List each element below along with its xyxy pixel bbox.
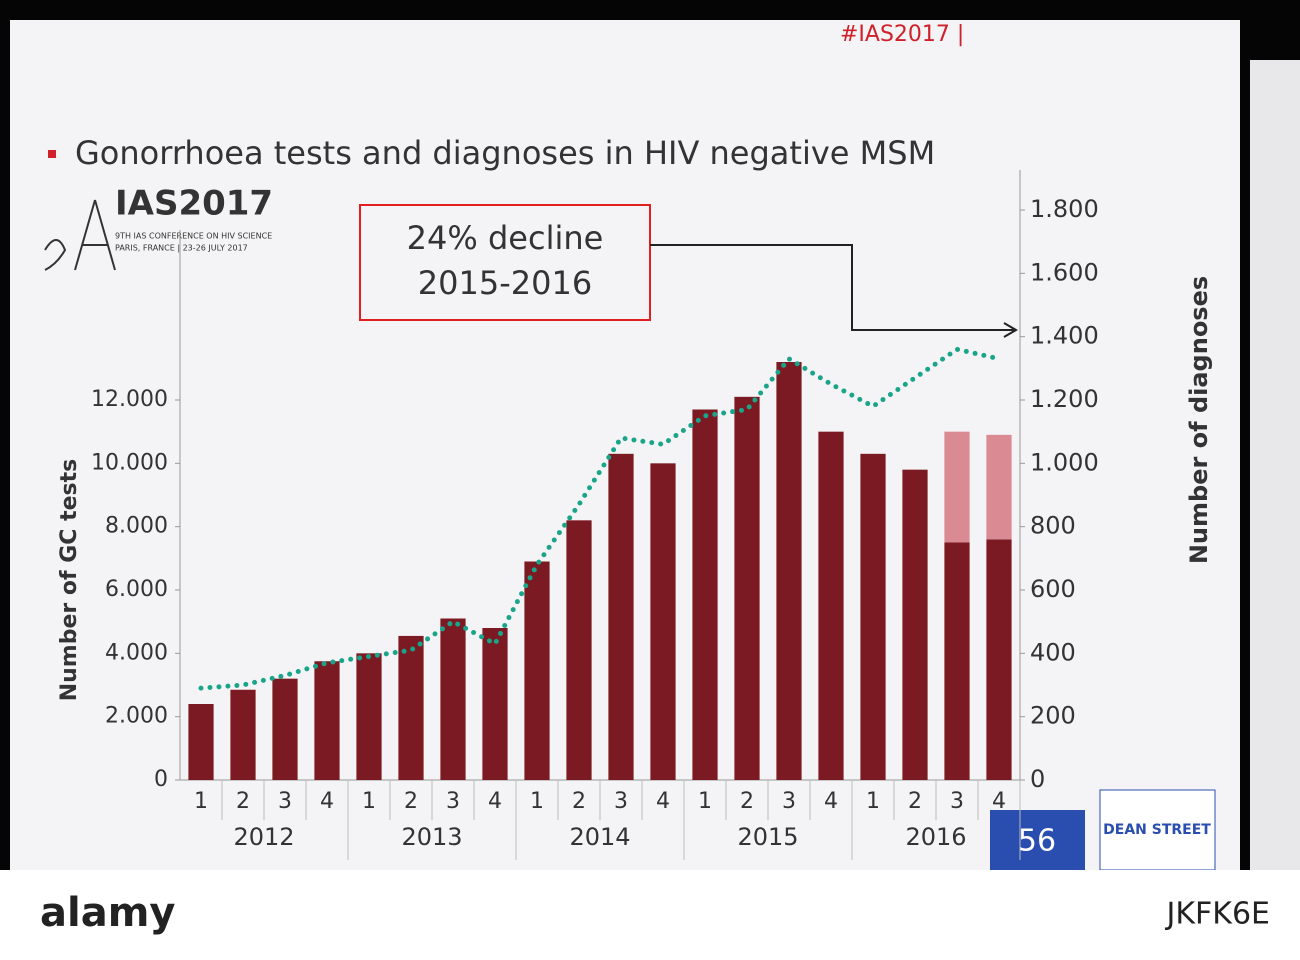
bar [902, 469, 928, 780]
bar [776, 362, 802, 780]
y2-axis-label: Number of diagnoses [1185, 276, 1213, 564]
footer [0, 870, 1300, 960]
sponsor-name: DEAN STREET [1103, 822, 1211, 838]
bar [734, 396, 760, 780]
y2-tick-label: 600 [1030, 575, 1076, 603]
y-tick-label: 6.000 [105, 577, 168, 602]
y2-tick-label: 0 [1030, 765, 1045, 793]
y2-tick-label: 1.600 [1030, 258, 1099, 286]
x-tick-label: 4 [488, 789, 502, 814]
x-tick-label: 3 [950, 789, 964, 814]
annotation: 24% decline [407, 219, 604, 257]
sponsor-number: 56 [1018, 824, 1056, 859]
y-tick-label: 10.000 [91, 450, 168, 475]
bar [272, 678, 298, 780]
conference: 9TH IAS CONFERENCE ON HIV SCIENCE [115, 232, 272, 241]
year-label: 2013 [401, 823, 462, 851]
x-tick-label: 1 [698, 789, 712, 814]
bar [860, 453, 886, 780]
annotation-box [359, 204, 651, 321]
x-tick-label: 1 [530, 789, 544, 814]
bar [566, 520, 592, 780]
sponsor-logo [990, 810, 1085, 870]
side-slide [1250, 60, 1300, 870]
x-tick-label: 3 [614, 789, 628, 814]
bar [818, 431, 844, 780]
x-tick-label: 2 [908, 789, 922, 814]
y2-tick-label: 1.200 [1030, 385, 1099, 413]
bar [650, 463, 676, 780]
x-tick-label: 3 [278, 789, 292, 814]
y2-tick-label: 1.000 [1030, 448, 1099, 476]
y2-tick-label: 1.800 [1030, 195, 1099, 223]
year-label: 2016 [905, 823, 966, 851]
bar [944, 431, 970, 543]
bar [692, 409, 718, 780]
y2-tick-label: 200 [1030, 702, 1076, 730]
x-tick-label: 2 [572, 789, 586, 814]
y-tick-label: 0 [154, 767, 168, 792]
x-tick-label: 4 [824, 789, 838, 814]
x-tick-label: 1 [362, 789, 376, 814]
conference-place: PARIS, FRANCE | 23-26 JULY 2017 [115, 244, 248, 253]
bar [230, 689, 256, 780]
x-tick-label: 4 [320, 789, 334, 814]
x-tick-label: 4 [992, 789, 1006, 814]
x-tick-label: 4 [656, 789, 670, 814]
sponsor-logo [1099, 789, 1216, 871]
line [198, 346, 1002, 691]
bar [440, 618, 466, 780]
year-label: 2012 [233, 823, 294, 851]
y-tick-label: 12.000 [91, 387, 168, 412]
y2-tick-label: 400 [1030, 638, 1076, 666]
x-tick-label: 1 [194, 789, 208, 814]
annotation: 2015-2016 [418, 264, 592, 302]
hashtag: #IAS2017 | [840, 22, 964, 47]
footer-id: JKFK6E [1165, 897, 1271, 932]
x-tick-label: 2 [740, 789, 754, 814]
bar [398, 635, 424, 780]
x-tick-label: 1 [866, 789, 880, 814]
y2-tick-label: 800 [1030, 512, 1076, 540]
y-tick-label: 8.000 [105, 514, 168, 539]
chart-title: Gonorrhoea tests and diagnoses in HIV ne… [75, 134, 935, 172]
bar [188, 704, 214, 780]
x-tick-label: 2 [404, 789, 418, 814]
bar [608, 453, 634, 780]
bar [986, 434, 1012, 540]
y-tick-label: 4.000 [105, 640, 168, 665]
footer-brand: alamy [40, 890, 175, 936]
x-tick-label: 3 [782, 789, 796, 814]
y2-tick-label: 1.400 [1030, 322, 1099, 350]
y-axis-label: Number of GC tests [57, 459, 82, 702]
bar [986, 539, 1012, 780]
year-label: 2015 [737, 823, 798, 851]
bar [356, 653, 382, 780]
y-tick-label: 2.000 [105, 704, 168, 729]
year-label: 2014 [569, 823, 630, 851]
brand-logo: IAS2017 [115, 184, 273, 224]
x-tick-label: 2 [236, 789, 250, 814]
logo-icon [44, 199, 116, 271]
bar [524, 561, 550, 780]
bar [482, 628, 508, 780]
arrow-head [1003, 322, 1018, 338]
bar [314, 661, 340, 780]
x-tick-label: 3 [446, 789, 460, 814]
annotation-arrow [650, 244, 1014, 331]
bar [944, 542, 970, 780]
bullet [48, 150, 56, 158]
